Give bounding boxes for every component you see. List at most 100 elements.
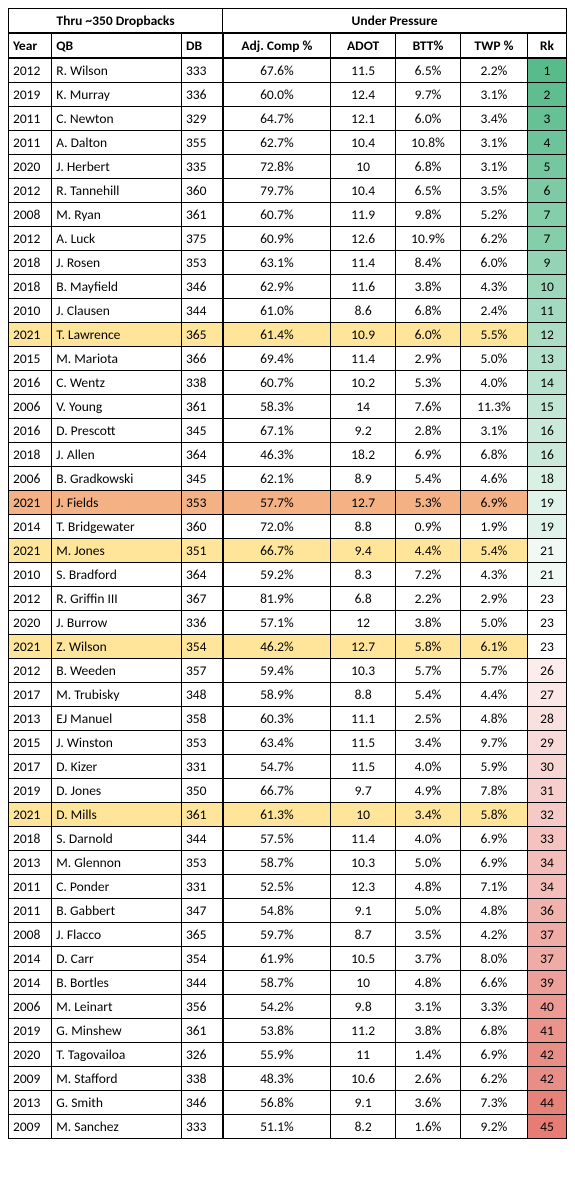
adj-comp-cell: 62.9%	[223, 275, 331, 299]
twp-cell: 6.9%	[460, 827, 527, 851]
year-cell: 2017	[9, 755, 52, 779]
db-cell: 345	[181, 419, 222, 443]
twp-cell: 7.3%	[460, 1091, 527, 1115]
header-btt: BTT%	[396, 33, 461, 58]
twp-cell: 9.2%	[460, 1115, 527, 1139]
table-row: 2012R. Tannehill36079.7%10.46.5%3.5%6	[9, 179, 567, 203]
adot-cell: 10	[331, 971, 396, 995]
table-header: Thru ~350 Dropbacks Under Pressure Year …	[9, 9, 567, 59]
table-row: 2019D. Jones35066.7%9.74.9%7.8%31	[9, 779, 567, 803]
adot-cell: 8.8	[331, 515, 396, 539]
btt-cell: 9.7%	[396, 83, 461, 107]
year-cell: 2018	[9, 275, 52, 299]
year-cell: 2012	[9, 179, 52, 203]
btt-cell: 2.2%	[396, 587, 461, 611]
year-cell: 2016	[9, 419, 52, 443]
adj-comp-cell: 55.9%	[223, 1043, 331, 1067]
rank-cell: 9	[527, 251, 566, 275]
btt-cell: 3.6%	[396, 1091, 461, 1115]
twp-cell: 2.9%	[460, 587, 527, 611]
twp-cell: 3.4%	[460, 107, 527, 131]
db-cell: 367	[181, 587, 222, 611]
adj-comp-cell: 57.5%	[223, 827, 331, 851]
rank-cell: 4	[527, 131, 566, 155]
year-cell: 2010	[9, 299, 52, 323]
header-group-left: Thru ~350 Dropbacks	[9, 9, 223, 34]
db-cell: 336	[181, 611, 222, 635]
btt-cell: 3.7%	[396, 947, 461, 971]
year-cell: 2021	[9, 491, 52, 515]
rank-cell: 42	[527, 1043, 566, 1067]
adot-cell: 9.1	[331, 899, 396, 923]
rank-cell: 2	[527, 83, 566, 107]
btt-cell: 10.8%	[396, 131, 461, 155]
adot-cell: 12.4	[331, 83, 396, 107]
btt-cell: 2.9%	[396, 347, 461, 371]
adj-comp-cell: 66.7%	[223, 539, 331, 563]
twp-cell: 2.2%	[460, 58, 527, 83]
btt-cell: 6.5%	[396, 179, 461, 203]
year-cell: 2014	[9, 515, 52, 539]
table-row: 2010J. Clausen34461.0%8.66.8%2.4%11	[9, 299, 567, 323]
adot-cell: 12.6	[331, 227, 396, 251]
db-cell: 353	[181, 851, 222, 875]
twp-cell: 6.9%	[460, 1043, 527, 1067]
btt-cell: 5.0%	[396, 899, 461, 923]
qb-cell: S. Bradford	[52, 563, 182, 587]
rank-cell: 5	[527, 155, 566, 179]
qb-cell: M. Glennon	[52, 851, 182, 875]
btt-cell: 1.4%	[396, 1043, 461, 1067]
rank-cell: 31	[527, 779, 566, 803]
table-row: 2015J. Winston35363.4%11.53.4%9.7%29	[9, 731, 567, 755]
qb-cell: S. Darnold	[52, 827, 182, 851]
btt-cell: 4.0%	[396, 755, 461, 779]
year-cell: 2013	[9, 851, 52, 875]
rank-cell: 34	[527, 875, 566, 899]
adj-comp-cell: 79.7%	[223, 179, 331, 203]
year-cell: 2006	[9, 995, 52, 1019]
year-cell: 2011	[9, 899, 52, 923]
db-cell: 333	[181, 58, 222, 83]
adot-cell: 12.7	[331, 491, 396, 515]
year-cell: 2019	[9, 83, 52, 107]
btt-cell: 2.8%	[396, 419, 461, 443]
adj-comp-cell: 72.0%	[223, 515, 331, 539]
qb-cell: J. Winston	[52, 731, 182, 755]
table-row: 2018J. Rosen35363.1%11.48.4%6.0%9	[9, 251, 567, 275]
rank-cell: 41	[527, 1019, 566, 1043]
adot-cell: 11.5	[331, 731, 396, 755]
twp-cell: 3.3%	[460, 995, 527, 1019]
twp-cell: 6.8%	[460, 443, 527, 467]
year-cell: 2014	[9, 971, 52, 995]
table-row: 2013G. Smith34656.8%9.13.6%7.3%44	[9, 1091, 567, 1115]
twp-cell: 6.2%	[460, 1067, 527, 1091]
db-cell: 353	[181, 251, 222, 275]
adot-cell: 10.3	[331, 851, 396, 875]
db-cell: 351	[181, 539, 222, 563]
twp-cell: 4.3%	[460, 275, 527, 299]
adj-comp-cell: 54.2%	[223, 995, 331, 1019]
qb-cell: C. Wentz	[52, 371, 182, 395]
adot-cell: 11.4	[331, 827, 396, 851]
adj-comp-cell: 59.7%	[223, 923, 331, 947]
adj-comp-cell: 51.1%	[223, 1115, 331, 1139]
btt-cell: 6.5%	[396, 58, 461, 83]
qb-cell: M. Leinart	[52, 995, 182, 1019]
qb-cell: J. Clausen	[52, 299, 182, 323]
table-row: 2018S. Darnold34457.5%11.44.0%6.9%33	[9, 827, 567, 851]
twp-cell: 5.0%	[460, 611, 527, 635]
twp-cell: 4.2%	[460, 923, 527, 947]
twp-cell: 5.9%	[460, 755, 527, 779]
adot-cell: 8.3	[331, 563, 396, 587]
rank-cell: 42	[527, 1067, 566, 1091]
table-row: 2020J. Burrow33657.1%123.8%5.0%23	[9, 611, 567, 635]
rank-cell: 33	[527, 827, 566, 851]
twp-cell: 5.8%	[460, 803, 527, 827]
qb-cell: C. Ponder	[52, 875, 182, 899]
twp-cell: 6.6%	[460, 971, 527, 995]
btt-cell: 5.8%	[396, 635, 461, 659]
header-adj: Adj. Comp %	[223, 33, 331, 58]
adj-comp-cell: 60.7%	[223, 203, 331, 227]
qb-cell: B. Mayfield	[52, 275, 182, 299]
qb-cell: EJ Manuel	[52, 707, 182, 731]
